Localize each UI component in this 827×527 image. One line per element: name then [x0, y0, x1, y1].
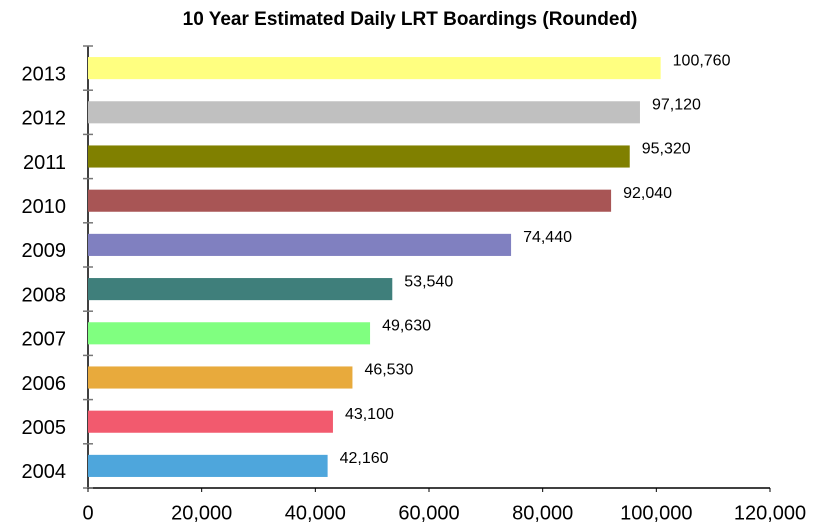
- value-label: 42,160: [340, 450, 389, 467]
- y-tick-label: 2005: [22, 417, 67, 439]
- bar: [88, 101, 640, 124]
- bar: [88, 145, 630, 168]
- x-tick-label: 120,000: [734, 502, 806, 524]
- x-tick-label: 20,000: [171, 502, 232, 524]
- chart-title: 10 Year Estimated Daily LRT Boardings (R…: [183, 9, 638, 30]
- x-tick-label: 60,000: [398, 502, 459, 524]
- y-tick-label: 2010: [22, 196, 67, 218]
- y-tick-label: 2007: [22, 329, 67, 351]
- value-label: 100,760: [673, 52, 731, 69]
- value-label: 97,120: [652, 97, 701, 114]
- x-tick-label: 80,000: [512, 502, 573, 524]
- value-label: 43,100: [345, 406, 394, 423]
- bar: [88, 233, 512, 256]
- bar: [88, 410, 333, 433]
- y-tick-label: 2012: [22, 108, 67, 130]
- bar: [88, 322, 371, 345]
- x-tick-label: 100,000: [620, 502, 692, 524]
- x-tick-label: 0: [82, 502, 93, 524]
- bar: [88, 57, 661, 80]
- value-label: 95,320: [642, 141, 691, 158]
- y-tick-label: 2009: [22, 240, 67, 262]
- bar: [88, 454, 328, 477]
- y-tick-label: 2011: [23, 152, 66, 174]
- value-label: 74,440: [523, 229, 572, 246]
- value-label: 46,530: [364, 362, 413, 379]
- value-label: 49,630: [382, 318, 431, 335]
- bar: [88, 278, 393, 301]
- value-label: 92,040: [623, 185, 672, 202]
- bar: [88, 189, 612, 212]
- y-tick-label: 2008: [22, 284, 67, 306]
- bar: [88, 366, 353, 389]
- value-label: 53,540: [404, 273, 453, 290]
- x-tick-label: 40,000: [285, 502, 346, 524]
- y-tick-label: 2013: [22, 63, 67, 85]
- y-tick-label: 2004: [22, 461, 67, 483]
- y-tick-label: 2006: [22, 373, 67, 395]
